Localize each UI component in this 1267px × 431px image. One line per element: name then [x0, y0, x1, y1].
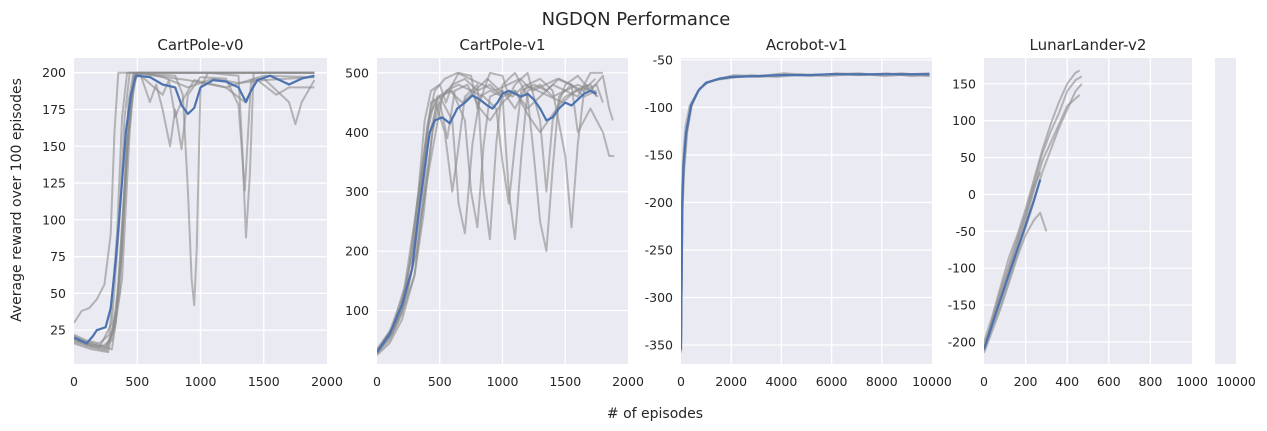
y-tick-label: 300 [345, 184, 369, 199]
series-group [74, 71, 316, 354]
y-tick-label: 150 [952, 76, 976, 91]
x-tick-label: 0 [980, 374, 988, 389]
x-tick-label: 0 [373, 374, 381, 389]
mean-line [984, 179, 1042, 350]
run-line [377, 83, 599, 352]
series-group [984, 69, 1083, 354]
y-tick-label: 400 [345, 125, 369, 140]
y-tick-label: 100 [345, 303, 369, 318]
x-tick-label: 0 [677, 374, 685, 389]
run-line [74, 71, 315, 349]
run-line [984, 69, 1081, 343]
x-tick-label: 2000 [715, 374, 747, 389]
mean-line [377, 89, 598, 353]
x-tick-label: 1000 [487, 374, 519, 389]
y-tick-label: -200 [948, 334, 976, 349]
x-tick-label: 1000 [1176, 374, 1208, 389]
y-tick-label: 75 [50, 249, 66, 264]
y-tick-label: -250 [645, 242, 673, 257]
subplot-2: 0 500 1000 1500 2000 100 200 300 400 500 CartPole-… [345, 36, 644, 389]
y-tick-label: 125 [42, 176, 66, 191]
subplot-title: LunarLander-v2 [1030, 36, 1147, 54]
y-tick-label: 50 [50, 286, 66, 301]
run-line [74, 71, 315, 324]
x-tick-label: 2000 [612, 374, 644, 389]
x-tick-label: 6000 [816, 374, 848, 389]
y-tick-label: -150 [645, 147, 673, 162]
x-tick-label: 500 [125, 374, 149, 389]
y-tick-label: 25 [50, 323, 66, 338]
y-tick-label: -350 [645, 337, 673, 352]
series-group [681, 72, 930, 353]
subplot-4: 0 200 400 600 800 1000 150 100 50 0 -50 -100 -150 -20… [948, 36, 1208, 389]
run-line [377, 71, 614, 353]
x-tick-label: 0 [70, 374, 78, 389]
y-tick-label: -300 [645, 290, 673, 305]
y-tick-label: -150 [948, 298, 976, 313]
plot-area [1215, 58, 1236, 364]
subplot-5: 10000 [1215, 58, 1256, 389]
x-tick-label: 200 [1014, 374, 1038, 389]
run-line [377, 77, 598, 355]
run-line [377, 71, 597, 351]
y-tick-label: 175 [42, 102, 66, 117]
y-tick-label: 100 [42, 212, 66, 227]
subplot-title: CartPole-v0 [157, 36, 243, 54]
subplot-3: 0 2000 4000 6000 8000 10000 -50 -100 -150 -200 -25… [645, 36, 952, 389]
run-line [984, 211, 1048, 354]
y-tick-label: -200 [645, 195, 673, 210]
x-tick-label: 600 [1097, 374, 1121, 389]
run-line [377, 83, 598, 354]
subplots: 0 500 1000 1500 2000255075100125150175200Car… [42, 36, 1256, 389]
x-tick-label: 1500 [549, 374, 581, 389]
y-tick-label: 150 [42, 139, 66, 154]
y-tick-label: 50 [960, 150, 976, 165]
y-tick-label: 200 [345, 244, 369, 259]
y-tick-label: 500 [345, 65, 369, 80]
plot-area [984, 58, 1192, 364]
x-tick-label: 10000 [1216, 374, 1256, 389]
x-tick-label: 4000 [765, 374, 797, 389]
subplot-title: Acrobot-v1 [766, 36, 847, 54]
y-tick-label: 0 [968, 187, 976, 202]
x-tick-label: 10000 [912, 374, 952, 389]
mean-line [681, 73, 930, 350]
y-axis-label: Average reward over 100 episodes [9, 78, 25, 322]
subplot-1: 0 500 1000 1500 2000 25 50 75 100 125 150 175 200 Car… [42, 36, 343, 389]
y-tick-label: -100 [645, 100, 673, 115]
x-tick-label: 400 [1055, 374, 1079, 389]
y-tick-label: -50 [653, 52, 673, 67]
x-tick-label: 800 [1138, 374, 1162, 389]
figure-title: NGDQN Performance [542, 9, 731, 30]
y-tick-label: -50 [956, 224, 976, 239]
y-tick-label: 200 [42, 65, 66, 80]
x-tick-label: 1000 [185, 374, 217, 389]
x-tick-label: 1500 [248, 374, 280, 389]
subplot-title: CartPole-v1 [459, 36, 545, 54]
plot-area [681, 58, 932, 364]
y-tick-label: -100 [948, 261, 976, 276]
y-tick-label: 100 [952, 113, 976, 128]
mean-line [74, 74, 315, 345]
x-tick-label: 8000 [866, 374, 898, 389]
x-axis-label: # of episodes [607, 406, 703, 422]
x-tick-label: 500 [428, 374, 452, 389]
series-group [377, 71, 615, 356]
x-tick-label: 2000 [311, 374, 343, 389]
